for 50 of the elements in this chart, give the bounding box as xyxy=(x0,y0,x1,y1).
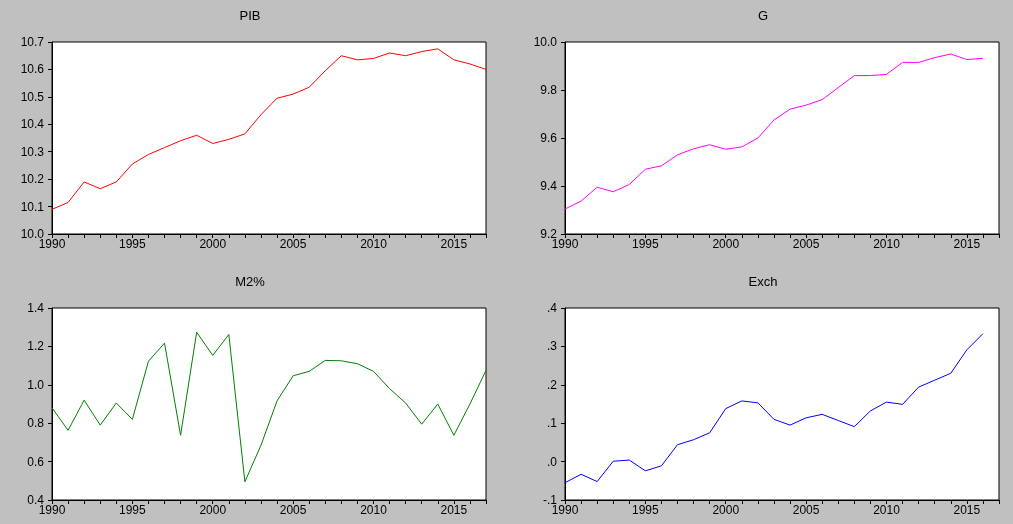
chart-title: G xyxy=(757,8,769,23)
x-tick-label: 1995 xyxy=(119,503,147,517)
y-tick-label: 0.6 xyxy=(27,454,45,469)
y-tick-label: 9.8 xyxy=(540,83,558,97)
y-tick-label: 9.6 xyxy=(540,131,558,145)
y-tick-label: .4 xyxy=(546,301,558,315)
y-tick-label: 1.4 xyxy=(27,301,45,315)
x-tick-label: 2000 xyxy=(712,237,740,251)
y-tick-label: 10.6 xyxy=(20,62,45,77)
x-tick-label: 2005 xyxy=(792,503,820,517)
y-tick-label: 1.2 xyxy=(27,339,45,354)
y-tick-label: 10.5 xyxy=(20,89,45,104)
x-tick-label: 2005 xyxy=(279,237,307,251)
x-tick-label: 2010 xyxy=(873,503,901,517)
y-tick-label: 10.0 xyxy=(533,35,558,49)
y-tick-label: 10.7 xyxy=(20,35,45,49)
x-tick-label: 2000 xyxy=(712,503,740,517)
line-series xyxy=(564,333,984,484)
x-tick-label: 2010 xyxy=(873,237,901,251)
chart-title: PIB xyxy=(239,8,261,23)
x-tick-label: 2015 xyxy=(953,237,981,251)
x-tick-label: 2000 xyxy=(199,503,227,517)
y-tick-label: .1 xyxy=(546,416,558,431)
line-series xyxy=(51,48,487,210)
x-tick-label: 1995 xyxy=(632,237,660,251)
y-tick-label: 10.1 xyxy=(20,199,45,214)
line-series xyxy=(564,53,984,210)
x-tick-label: 2010 xyxy=(360,237,388,251)
x-tick-label: 2015 xyxy=(440,237,468,251)
y-tick-label: .0 xyxy=(546,454,558,469)
y-tick-label: .2 xyxy=(546,377,558,392)
x-tick-label: 2010 xyxy=(360,503,388,517)
y-tick-label: 0.8 xyxy=(27,416,45,431)
y-tick-label: 1.0 xyxy=(27,377,45,392)
x-tick-label: 2000 xyxy=(199,237,227,251)
y-tick-label: 9.4 xyxy=(540,179,558,193)
x-tick-label: 2015 xyxy=(440,503,468,517)
x-tick-label: 2015 xyxy=(953,503,981,517)
x-tick-label: 1995 xyxy=(119,237,147,251)
x-tick-label: 2005 xyxy=(279,503,307,517)
line-series xyxy=(51,331,487,483)
y-tick-label: .3 xyxy=(546,339,558,354)
chart-title: M2% xyxy=(235,274,266,289)
x-tick-label: 1990 xyxy=(551,503,579,517)
chart-title: Exch xyxy=(748,274,778,289)
x-tick-label: 1995 xyxy=(632,503,660,517)
y-tick-label: 10.3 xyxy=(20,144,45,159)
x-tick-label: 2005 xyxy=(792,237,820,251)
y-tick-label: 10.2 xyxy=(20,172,45,187)
y-tick-label: 10.4 xyxy=(20,117,45,132)
